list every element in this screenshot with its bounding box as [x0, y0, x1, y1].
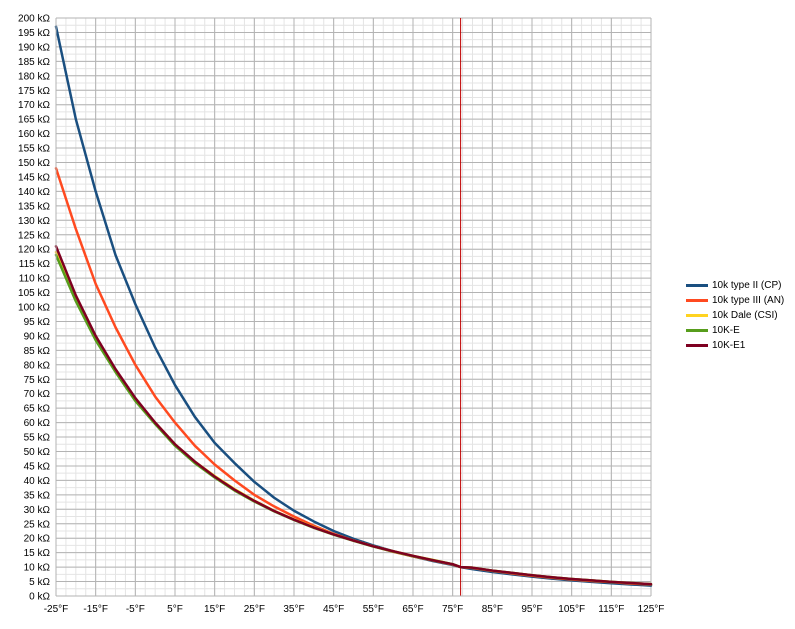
y-tick-label: 90 kΩ — [24, 331, 51, 342]
y-tick-label: 60 kΩ — [24, 418, 51, 429]
y-tick-label: 130 kΩ — [18, 216, 50, 227]
y-tick-label: 125 kΩ — [18, 230, 50, 241]
y-tick-label: 120 kΩ — [18, 245, 50, 256]
legend-item: 10k type II (CP) — [686, 278, 784, 293]
y-tick-label: 20 kΩ — [24, 534, 51, 545]
y-tick-label: 200 kΩ — [18, 14, 50, 25]
y-tick-label: 115 kΩ — [19, 259, 51, 270]
legend-label: 10K-E — [712, 325, 740, 336]
x-tick-label: 45°F — [323, 604, 344, 615]
y-tick-label: 30 kΩ — [24, 505, 51, 516]
legend-swatch — [686, 329, 708, 332]
y-tick-label: 150 kΩ — [18, 158, 50, 169]
y-tick-label: 55 kΩ — [24, 433, 51, 444]
y-tick-label: 95 kΩ — [24, 317, 51, 328]
y-tick-label: 140 kΩ — [18, 187, 50, 198]
y-tick-label: 180 kΩ — [18, 71, 50, 82]
y-tick-label: 45 kΩ — [24, 461, 51, 472]
legend-label: 10K-E1 — [712, 340, 746, 351]
y-tick-label: 80 kΩ — [24, 360, 51, 371]
x-tick-label: 85°F — [482, 604, 503, 615]
legend-label: 10k Dale (CSI) — [712, 310, 778, 321]
x-tick-label: 75°F — [442, 604, 463, 615]
legend-swatch — [686, 299, 708, 302]
legend-label: 10k type III (AN) — [712, 295, 785, 306]
x-tick-labels: -25°F -15°F -5°F 5°F 15°F 25°F 35°F 45°F 55°F 65°… — [44, 604, 665, 615]
y-tick-label: 5 kΩ — [29, 577, 50, 588]
legend-swatch — [686, 344, 708, 347]
y-tick-label: 35 kΩ — [24, 490, 51, 501]
y-tick-label: 175 kΩ — [18, 86, 50, 97]
y-tick-label: 165 kΩ — [18, 115, 50, 126]
x-tick-label: -5°F — [126, 604, 145, 615]
legend-item: 10k Dale (CSI) — [686, 308, 784, 323]
y-tick-labels: 0 kΩ 5 kΩ 10 kΩ 15 kΩ 20 kΩ 25 kΩ 30 kΩ 35 kΩ 40… — [18, 14, 50, 603]
y-tick-label: 185 kΩ — [18, 57, 50, 68]
y-tick-label: 155 kΩ — [18, 144, 50, 155]
y-tick-label: 50 kΩ — [24, 447, 51, 458]
y-tick-label: 10 kΩ — [24, 563, 51, 574]
y-tick-label: 170 kΩ — [18, 100, 50, 111]
y-tick-label: 70 kΩ — [24, 389, 51, 400]
legend-label: 10k type II (CP) — [712, 280, 782, 291]
x-tick-label: 115°F — [598, 604, 624, 615]
legend-item: 10K-E — [686, 323, 784, 338]
legend: 10k type II (CP) 10k type III (AN) 10k Dal… — [686, 278, 784, 353]
series-lines — [54, 25, 653, 587]
y-tick-label: 0 kΩ — [29, 592, 50, 603]
x-tick-label: 95°F — [521, 604, 542, 615]
x-tick-label: 5°F — [167, 604, 183, 615]
y-tick-label: 145 kΩ — [18, 172, 50, 183]
y-tick-label: 195 kΩ — [18, 28, 50, 39]
y-tick-label: 190 kΩ — [18, 42, 50, 53]
legend-swatch — [686, 314, 708, 317]
x-tick-label: 105°F — [558, 604, 585, 615]
y-tick-label: 160 kΩ — [18, 129, 50, 140]
y-tick-label: 75 kΩ — [24, 375, 51, 386]
axes — [55, 18, 651, 597]
y-tick-label: 15 kΩ — [24, 548, 51, 559]
x-tick-label: 35°F — [283, 604, 304, 615]
y-tick-label: 65 kΩ — [24, 404, 51, 415]
y-tick-label: 135 kΩ — [18, 201, 50, 212]
legend-item: 10K-E1 — [686, 338, 784, 353]
series-line-5 — [54, 245, 653, 586]
x-tick-label: 15°F — [204, 604, 225, 615]
x-tick-label: 125°F — [638, 604, 665, 615]
y-tick-label: 100 kΩ — [18, 303, 50, 314]
y-tick-label: 110 kΩ — [19, 274, 51, 285]
y-tick-label: 25 kΩ — [24, 519, 51, 530]
y-tick-label: 85 kΩ — [24, 346, 51, 357]
legend-swatch — [686, 284, 708, 287]
x-tick-label: 25°F — [244, 604, 265, 615]
legend-item: 10k type III (AN) — [686, 293, 784, 308]
grid-major — [55, 17, 652, 597]
y-tick-label: 105 kΩ — [18, 288, 50, 299]
y-tick-label: 40 kΩ — [24, 476, 51, 487]
x-tick-label: -25°F — [44, 604, 69, 615]
x-tick-label: 65°F — [402, 604, 423, 615]
x-tick-label: 55°F — [363, 604, 384, 615]
x-tick-label: -15°F — [83, 604, 108, 615]
